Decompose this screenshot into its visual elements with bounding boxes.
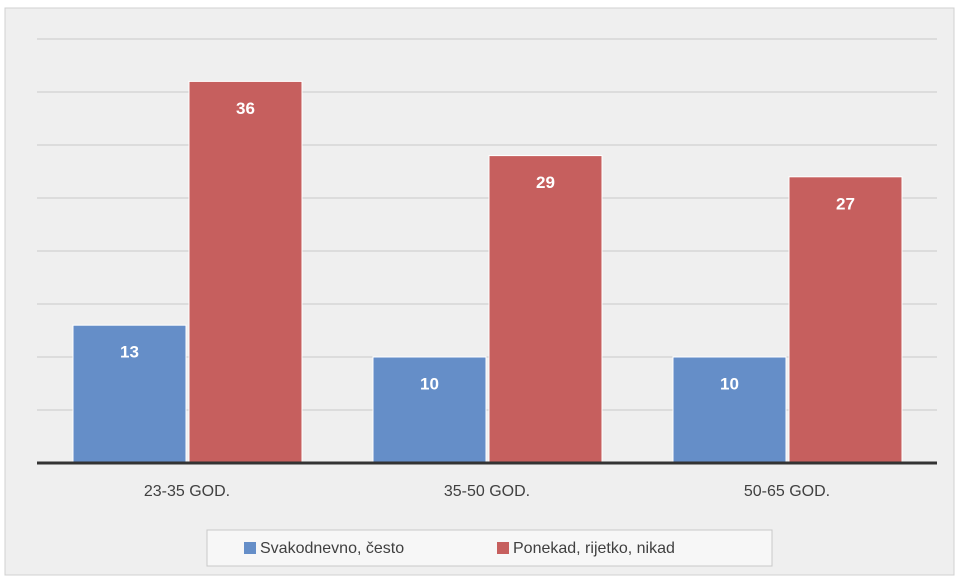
data-label: 10 — [420, 374, 439, 393]
x-tick-label: 50-65 GOD. — [744, 483, 830, 500]
legend-box — [206, 529, 773, 567]
bar — [672, 356, 787, 464]
bar — [488, 155, 603, 464]
data-label: 36 — [236, 99, 255, 118]
x-tick-label: 35-50 GOD. — [444, 483, 530, 500]
bar — [788, 176, 903, 464]
data-label: 27 — [836, 194, 855, 213]
bar — [188, 80, 303, 464]
data-label: 13 — [120, 343, 139, 362]
x-tick-label: 23-35 GOD. — [144, 483, 230, 500]
legend-swatch — [497, 542, 509, 554]
legend-swatch — [244, 542, 256, 554]
legend-label: Svakodnevno, često — [260, 540, 404, 557]
data-label: 29 — [536, 173, 555, 192]
legend-label: Ponekad, rijetko, nikad — [513, 540, 675, 557]
data-label: 10 — [720, 374, 739, 393]
bar — [372, 356, 487, 464]
